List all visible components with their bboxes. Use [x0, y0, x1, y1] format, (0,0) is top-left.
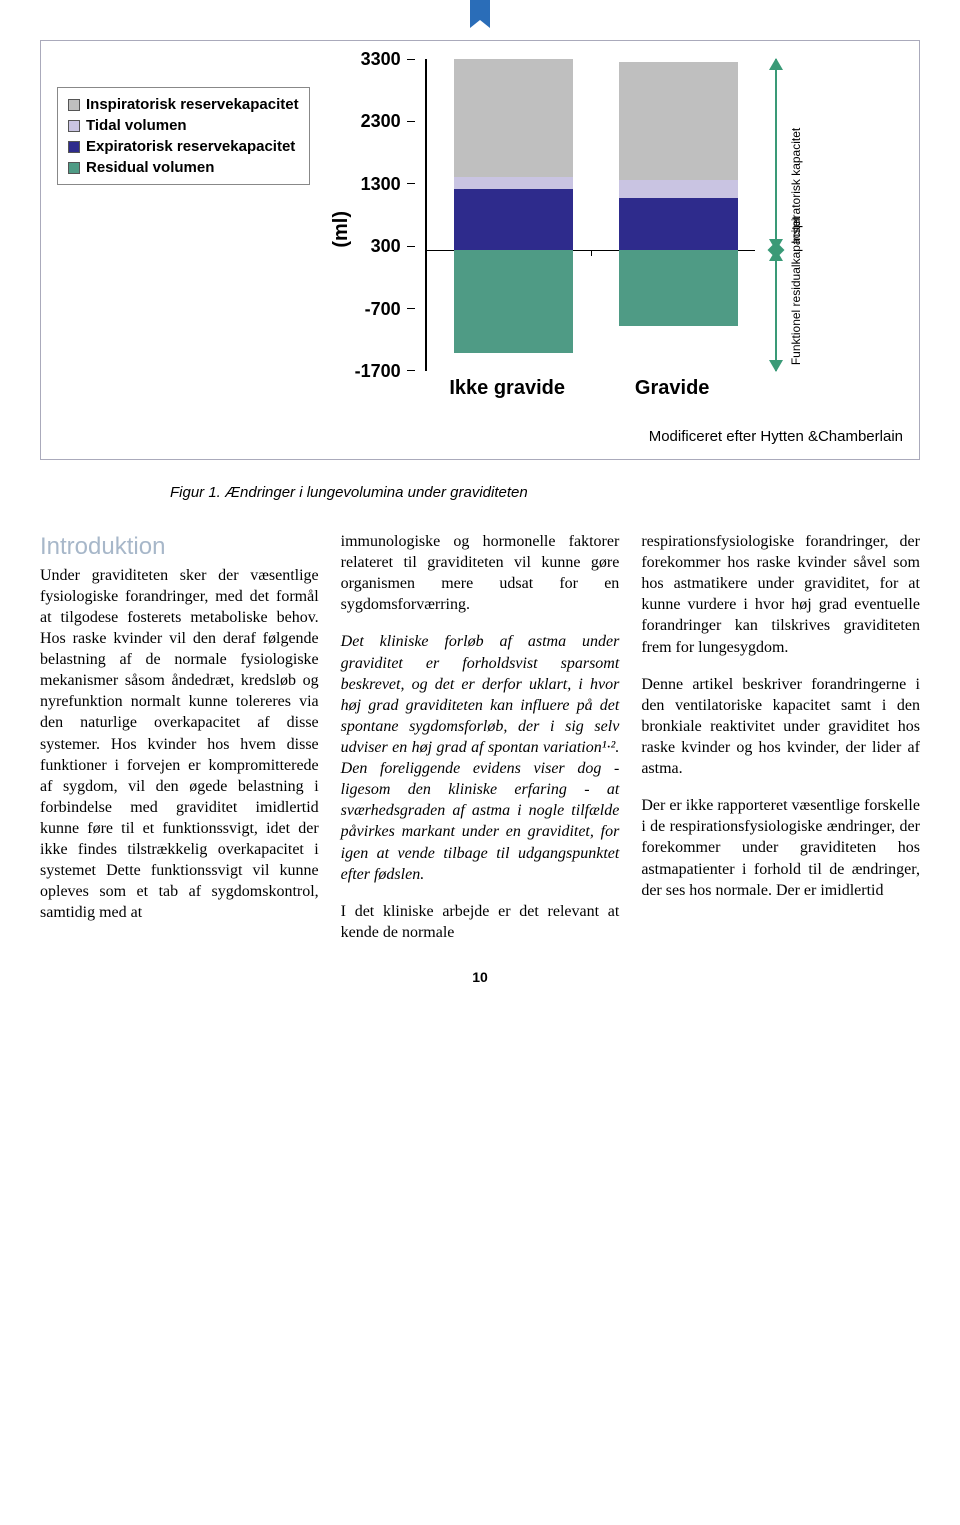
bar-segment — [454, 189, 573, 250]
legend-swatch — [68, 99, 80, 111]
chart-wrap: (ml) 330023001300300-700-1700 Ikke gravi… — [328, 59, 803, 400]
bar-segment — [454, 177, 573, 189]
page-number: 10 — [40, 969, 920, 985]
bar-segment — [619, 198, 738, 249]
y-axis-label: (ml) — [328, 211, 355, 248]
legend-item: Expiratorisk reservekapacitet — [68, 136, 299, 157]
legend-label: Residual volumen — [86, 159, 214, 176]
paragraph: immunologiske og hormonelle faktorer rel… — [341, 531, 620, 615]
figure-caption: Figur 1. Ændringer i lungevolumina under… — [170, 484, 920, 501]
bar-segment — [619, 250, 738, 326]
bar-segment — [454, 59, 573, 177]
paragraph: I det kliniske arbejde er det relevant a… — [341, 901, 620, 943]
y-axis: 330023001300300-700-1700 — [355, 59, 425, 371]
legend-item: Inspiratorisk reservekapacitet — [68, 94, 299, 115]
bar-segment — [454, 250, 573, 353]
x-tick-mark — [591, 250, 592, 256]
bar-segment — [619, 62, 738, 180]
legend-label: Expiratorisk reservekapacitet — [86, 138, 295, 155]
legend-swatch — [68, 162, 80, 174]
legend-swatch — [68, 141, 80, 153]
legend-label: Tidal volumen — [86, 117, 187, 134]
x-label: Ikke gravide — [425, 377, 590, 400]
article-body: Introduktion Under graviditeten sker der… — [40, 531, 920, 943]
legend-swatch — [68, 120, 80, 132]
paragraph: Under graviditeten sker der væsentlige f… — [40, 565, 319, 924]
capacity-arrow-lower — [775, 250, 777, 371]
x-axis-labels: Ikke gravideGravide — [425, 377, 755, 400]
paragraph: respirationsfysiologiske forandringer, d… — [641, 531, 920, 658]
legend-item: Residual volumen — [68, 157, 299, 178]
figure-1-container: Inspiratorisk reservekapacitet Tidal volu… — [40, 40, 920, 460]
figure-inner: Inspiratorisk reservekapacitet Tidal volu… — [57, 59, 903, 400]
paragraph: Der er ikke rapporteret væsentlige forsk… — [641, 795, 920, 901]
chart-legend: Inspiratorisk reservekapacitet Tidal volu… — [57, 87, 310, 185]
page-tab-marker — [470, 0, 490, 28]
capacity-indicator: Inspiratorisk kapacitetFunktionel residu… — [765, 59, 803, 371]
capacity-arrow-upper — [775, 59, 777, 250]
intro-heading: Introduktion — [40, 531, 319, 563]
x-label: Gravide — [590, 377, 755, 400]
bar-segment — [619, 180, 738, 198]
legend-item: Tidal volumen — [68, 115, 299, 136]
paragraph: Det kliniske forløb af astma under gravi… — [341, 631, 620, 884]
chart-source: Modificeret efter Hytten &Chamberlain — [57, 428, 903, 445]
legend-label: Inspiratorisk reservekapacitet — [86, 96, 299, 113]
paragraph: Denne artikel beskriver forandringerne i… — [641, 674, 920, 780]
plot-area — [425, 59, 755, 371]
capacity-label-lower: Funktionel residualkapacitet — [789, 256, 803, 365]
